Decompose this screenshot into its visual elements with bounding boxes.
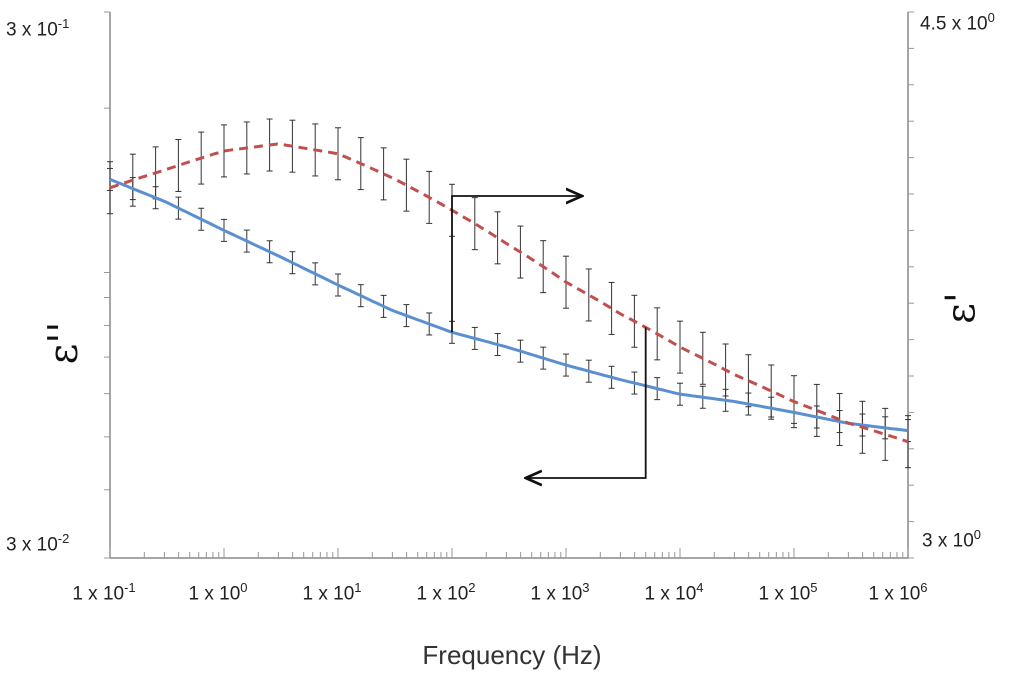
x-tick-label: 1 x 100	[188, 580, 248, 605]
x-tick-label: 1 x 104	[644, 580, 704, 605]
x-tick-label: 1 x 101	[302, 580, 362, 605]
y-right-label: ε'	[937, 292, 984, 324]
x-tick-label: 1 x 103	[530, 580, 590, 605]
series-lines	[109, 142, 909, 444]
x-tick-label: 1 x 106	[868, 580, 928, 605]
y-right-bottom-tick: 3 x 100	[922, 527, 981, 552]
x-tick-label: 1 x 102	[416, 580, 476, 605]
annotation-arrows	[451, 196, 647, 478]
error-bars	[107, 118, 911, 469]
y-left-bottom-tick: 3 x 10-2	[6, 531, 70, 556]
series-eps-double-prime-line	[109, 142, 909, 444]
arrow-to-right-axis	[451, 196, 582, 333]
x-axis-label: Frequency (Hz)	[422, 640, 602, 670]
x-tick-label: 1 x 10-1	[72, 580, 136, 605]
series-eps-prime-line	[109, 178, 909, 433]
arrow-to-left-axis	[526, 327, 647, 478]
y-left-top-tick: 3 x 10-1	[6, 16, 70, 41]
x-tick-label: 1 x 105	[758, 580, 818, 605]
y-right-top-tick: 4.5 x 100	[920, 10, 995, 35]
chart-axes	[104, 11, 914, 559]
y-left-label: ε''	[40, 321, 87, 365]
